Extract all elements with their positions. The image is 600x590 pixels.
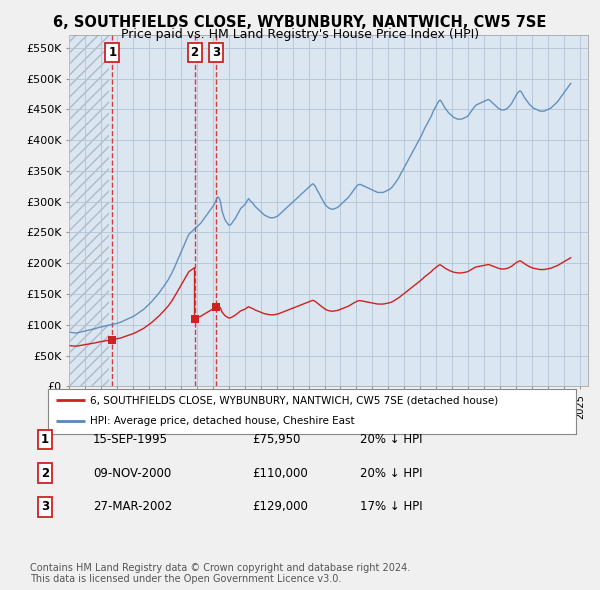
Text: £75,950: £75,950 — [252, 433, 301, 446]
Text: 20% ↓ HPI: 20% ↓ HPI — [360, 433, 422, 446]
Text: Price paid vs. HM Land Registry's House Price Index (HPI): Price paid vs. HM Land Registry's House … — [121, 28, 479, 41]
Text: 3: 3 — [41, 500, 49, 513]
Text: 27-MAR-2002: 27-MAR-2002 — [93, 500, 172, 513]
Text: Contains HM Land Registry data © Crown copyright and database right 2024.: Contains HM Land Registry data © Crown c… — [30, 563, 410, 573]
Text: 3: 3 — [212, 46, 220, 59]
Text: HPI: Average price, detached house, Cheshire East: HPI: Average price, detached house, Ches… — [90, 417, 355, 426]
Text: 15-SEP-1995: 15-SEP-1995 — [93, 433, 168, 446]
Bar — [69, 35, 109, 386]
Text: 2: 2 — [41, 467, 49, 480]
Text: 6, SOUTHFIELDS CLOSE, WYBUNBURY, NANTWICH, CW5 7SE: 6, SOUTHFIELDS CLOSE, WYBUNBURY, NANTWIC… — [53, 15, 547, 30]
Text: 1: 1 — [41, 433, 49, 446]
Text: £129,000: £129,000 — [252, 500, 308, 513]
Text: 09-NOV-2000: 09-NOV-2000 — [93, 467, 171, 480]
Text: 6, SOUTHFIELDS CLOSE, WYBUNBURY, NANTWICH, CW5 7SE (detached house): 6, SOUTHFIELDS CLOSE, WYBUNBURY, NANTWIC… — [90, 395, 499, 405]
Text: 17% ↓ HPI: 17% ↓ HPI — [360, 500, 422, 513]
Text: £110,000: £110,000 — [252, 467, 308, 480]
Text: 1: 1 — [108, 46, 116, 59]
Text: This data is licensed under the Open Government Licence v3.0.: This data is licensed under the Open Gov… — [30, 574, 341, 584]
Text: 20% ↓ HPI: 20% ↓ HPI — [360, 467, 422, 480]
Text: 2: 2 — [190, 46, 199, 59]
